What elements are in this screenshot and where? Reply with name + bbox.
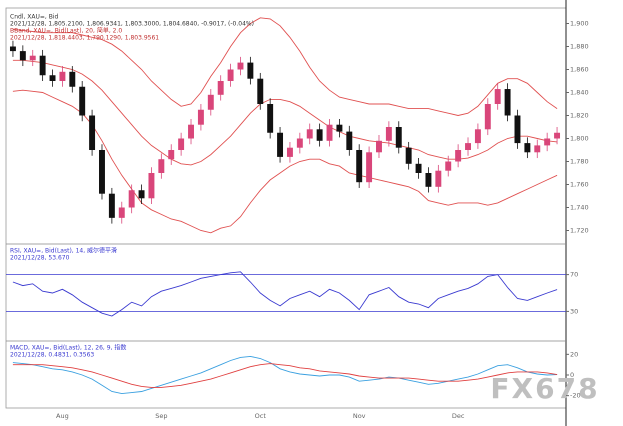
candle-body	[316, 129, 323, 141]
candle-body	[395, 127, 402, 148]
candle-body	[326, 124, 333, 141]
y-tick-label: 1,860	[570, 66, 589, 74]
y-tick-label: 1,720	[570, 227, 589, 235]
candle-body	[197, 109, 204, 125]
candle-body	[376, 140, 382, 153]
candle-body	[39, 55, 46, 76]
candle-body	[286, 147, 293, 157]
candle-body	[89, 115, 96, 150]
x-tick-label: Dec	[452, 412, 465, 420]
panel-subtitle: 2021/12/28, 53.670	[10, 255, 70, 262]
candle-body	[435, 170, 442, 187]
candle-body	[9, 46, 16, 52]
candle-body	[336, 124, 343, 132]
panel-title: RSI, XAU=, Bid(Last), 14, 威尔德平滑	[10, 247, 117, 255]
panel-subtitle: 2021/12/28, 1,805.2100, 1,806.9341, 1,80…	[10, 21, 254, 28]
candle-body	[59, 71, 66, 81]
candle-body	[148, 173, 155, 199]
series-line	[12, 271, 558, 317]
candle-body	[296, 138, 303, 148]
candle-body	[356, 150, 363, 183]
x-tick-label: Aug	[56, 412, 69, 420]
candle-body	[69, 71, 76, 87]
candle-body	[385, 127, 392, 141]
y-tick-label: 1,880	[570, 43, 589, 51]
y-tick-label: 1,900	[570, 20, 589, 28]
y-tick-label: 1,800	[570, 135, 589, 143]
candle-body	[257, 78, 264, 104]
candle-body	[267, 104, 274, 133]
series-line	[12, 355, 558, 395]
candle-body	[247, 62, 254, 79]
series-line	[12, 89, 558, 234]
y-tick-label: 1,740	[570, 204, 589, 212]
candle-body	[554, 132, 561, 139]
y-tick-label: 1,760	[570, 181, 589, 189]
candle-body	[366, 152, 373, 183]
x-tick-label: Sep	[155, 412, 167, 420]
y-tick-label: 1,780	[570, 158, 589, 166]
x-tick-label: Nov	[353, 412, 366, 420]
candle-body	[484, 104, 491, 130]
candle-body	[138, 190, 145, 199]
panel-title: Cndl, XAU=, Bid	[10, 14, 59, 21]
candle-body	[405, 147, 412, 164]
y-tick-label: 20	[570, 350, 578, 358]
y-tick-label: 70	[570, 271, 578, 279]
candle-body	[108, 193, 115, 218]
candle-body	[524, 143, 531, 153]
candle-body	[158, 159, 165, 173]
y-tick-label: -20	[570, 392, 581, 400]
overlay-title: BBand, XAU=, Bid(Last), 20, 简单, 2.0	[10, 27, 122, 35]
series-line	[12, 17, 558, 116]
candle-body	[277, 132, 284, 157]
candle-body	[188, 124, 194, 139]
panel-subtitle: 2021/12/28, 0.4831, 0.3563	[10, 352, 94, 359]
series-line	[12, 59, 558, 166]
candle-body	[504, 89, 511, 116]
candle-body	[128, 190, 135, 208]
y-tick-label: 30	[570, 307, 578, 315]
candle-body	[19, 51, 26, 61]
candle-body	[79, 86, 86, 116]
overlay-subtitle: 2021/12/28, 1,818.4403, 1,790.1290, 1,80…	[10, 35, 159, 42]
candle-body	[227, 69, 234, 81]
candle-body	[99, 150, 105, 194]
candle-body	[49, 75, 56, 81]
candle-body	[168, 150, 175, 160]
watermark: FX678	[490, 372, 599, 405]
candle-body	[455, 150, 462, 162]
candle-body	[217, 81, 224, 95]
x-tick-label: Oct	[255, 412, 267, 420]
candle-body	[425, 173, 432, 187]
candle-body	[178, 138, 185, 150]
candle-body	[415, 163, 422, 173]
candle-body	[465, 143, 471, 150]
candle-body	[29, 55, 36, 61]
candle-body	[306, 129, 313, 139]
candle-body	[237, 62, 244, 70]
candle-body	[207, 94, 214, 110]
series-line	[12, 363, 558, 388]
candle-body	[474, 129, 481, 144]
panel-title: MACD, XAU=, Bid(Last), 12, 26, 9, 指数	[10, 344, 126, 352]
candle-body	[534, 145, 541, 153]
candle-body	[544, 138, 551, 146]
candle-body	[346, 131, 353, 150]
y-tick-label: 0	[570, 371, 574, 379]
y-tick-label: 1,840	[570, 89, 589, 97]
candle-body	[514, 115, 521, 144]
candle-body	[445, 161, 452, 171]
y-tick-label: 1,820	[570, 112, 589, 120]
candle-body	[118, 207, 125, 218]
candle-body	[494, 89, 501, 104]
